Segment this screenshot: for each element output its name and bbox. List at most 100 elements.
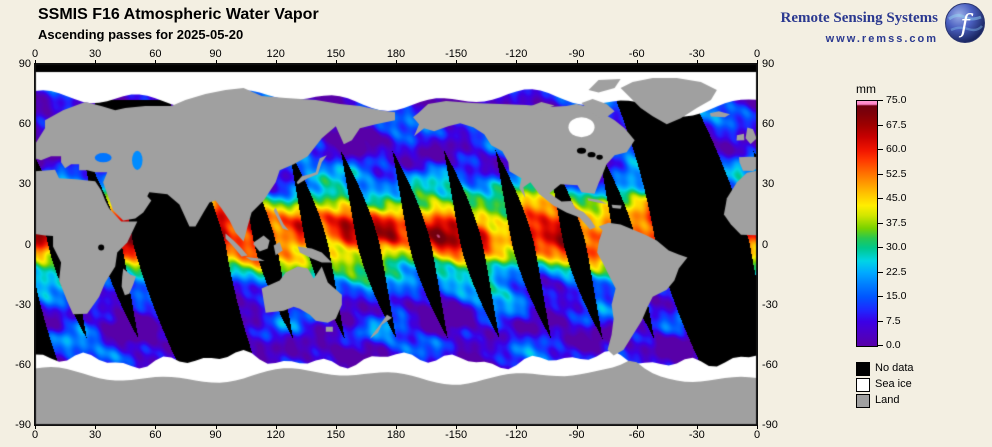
lon-tick-top-6: 180 (386, 48, 406, 60)
lon-tickmark (757, 425, 758, 429)
globe-logo-icon: f (945, 3, 985, 43)
legend-swatch-2 (856, 394, 870, 408)
legend-swatch-1 (856, 378, 870, 392)
lon-tickmark (275, 60, 277, 64)
legend-label-2: Land (875, 394, 900, 406)
lat-tick-right-4: -30 (762, 298, 778, 311)
colorbar-tickmark (878, 345, 883, 346)
lon-tick-top-9: -90 (568, 48, 585, 60)
lon-tickmark (456, 425, 458, 429)
lon-tickmark (516, 425, 518, 429)
colorbar-tickmark (878, 198, 883, 199)
lon-tickmark (275, 425, 277, 429)
colorbar-gradient (856, 100, 878, 347)
colorbar-tickmark (878, 149, 883, 150)
lon-tickmark (757, 60, 758, 64)
colorbar-unit-label: mm (856, 82, 876, 96)
lon-tickmark (636, 425, 638, 429)
lon-tick-top-0: 0 (31, 48, 39, 60)
map-canvas (34, 63, 758, 426)
brand-url-link[interactable]: www.remss.com (825, 33, 938, 45)
lon-tick-bottom-0: 0 (31, 429, 39, 441)
lon-tickmark (95, 60, 97, 64)
lon-tickmark (516, 60, 518, 64)
lon-tickmark (35, 60, 36, 64)
colorbar-tickmark (878, 296, 883, 297)
lon-tickmark (636, 60, 638, 64)
colorbar-tick-1: 67.5 (886, 118, 907, 131)
colorbar-tick-2: 60.0 (886, 143, 907, 155)
lon-tickmark (95, 425, 97, 429)
lon-tickmark (335, 60, 337, 64)
colorbar-tick-0: 75.0 (886, 94, 907, 106)
brand-name: Remote Sensing Systems (780, 10, 939, 26)
lon-tick-top-1: 30 (89, 48, 102, 60)
colorbar-tickmark (878, 222, 883, 224)
lat-tick-left-1: 60 (18, 118, 31, 131)
lon-tickmark (155, 425, 157, 429)
colorbar-tick-7: 22.5 (886, 265, 907, 278)
lon-tick-bottom-2: 60 (149, 429, 162, 441)
colorbar-tickmark (878, 271, 883, 273)
lon-tick-bottom-3: 90 (209, 429, 222, 441)
colorbar-tick-6: 30.0 (886, 241, 907, 253)
lon-tickmark (155, 60, 157, 64)
lon-tick-bottom-6: 180 (386, 429, 406, 441)
lat-tick-right-3: 0 (762, 238, 769, 251)
lat-tick-left-2: 30 (18, 178, 31, 191)
lat-tick-left-6: -90 (15, 419, 31, 431)
lon-tick-top-8: -120 (505, 48, 528, 60)
legend-swatch-0 (856, 362, 870, 376)
colorbar-tickmark (878, 320, 883, 322)
lat-tick-right-2: 30 (762, 178, 775, 191)
lon-tick-top-10: -60 (628, 48, 645, 60)
lon-tickmark (335, 425, 337, 429)
legend-row-land: Land (856, 394, 976, 408)
lon-tick-bottom-11: -30 (688, 429, 705, 441)
colorbar-tickmark (878, 124, 883, 126)
lon-tick-top-5: 150 (326, 48, 345, 60)
lat-tick-right-0: 90 (762, 58, 775, 70)
legend-row-sea-ice: Sea ice (856, 378, 976, 392)
lon-tickmark (35, 425, 36, 429)
lon-tick-bottom-10: -60 (628, 429, 645, 441)
colorbar-tickmark (878, 100, 883, 101)
lat-tick-left-3: 0 (24, 238, 31, 251)
lat-tick-right-5: -60 (762, 358, 778, 371)
page-title: SSMIS F16 Atmospheric Water Vapor (38, 6, 319, 23)
lon-tick-bottom-8: -120 (505, 429, 528, 441)
colorbar-tickmark (878, 247, 883, 248)
colorbar-tick-10: 0.0 (886, 339, 901, 351)
lon-tick-bottom-9: -90 (568, 429, 585, 441)
lon-tick-bottom-7: -150 (445, 429, 468, 441)
lon-tick-top-3: 90 (209, 48, 222, 60)
lon-tick-top-2: 60 (149, 48, 162, 60)
colorbar-tick-9: 7.5 (886, 314, 901, 327)
lon-tickmark (396, 425, 397, 429)
legend-label-1: Sea ice (875, 378, 912, 390)
lon-tick-top-12: 0 (753, 48, 761, 60)
lon-tickmark (696, 425, 698, 429)
lon-tickmark (215, 425, 217, 429)
lon-tickmark (456, 60, 458, 64)
lon-tick-top-7: -150 (445, 48, 468, 60)
lon-tick-bottom-5: 150 (326, 429, 345, 441)
lon-tick-bottom-1: 30 (89, 429, 102, 441)
lon-tick-top-4: 120 (266, 48, 285, 60)
page-subtitle: Ascending passes for 2025-05-20 (38, 27, 244, 42)
lon-tickmark (696, 60, 698, 64)
lon-tickmark (396, 60, 397, 64)
lat-tick-right-1: 60 (762, 118, 775, 131)
colorbar-tickmark (878, 173, 883, 175)
legend-row-no-data: No data (856, 362, 976, 376)
lat-tick-left-4: -30 (15, 298, 31, 311)
lon-tick-bottom-12: 0 (753, 429, 761, 441)
lon-tickmark (576, 425, 578, 429)
lat-tick-right-6: -90 (762, 419, 778, 431)
lon-tick-bottom-4: 120 (266, 429, 285, 441)
colorbar-tick-8: 15.0 (886, 290, 907, 302)
lat-tick-left-0: 90 (18, 58, 31, 70)
colorbar-tick-3: 52.5 (886, 167, 907, 180)
legend-label-0: No data (875, 362, 914, 374)
